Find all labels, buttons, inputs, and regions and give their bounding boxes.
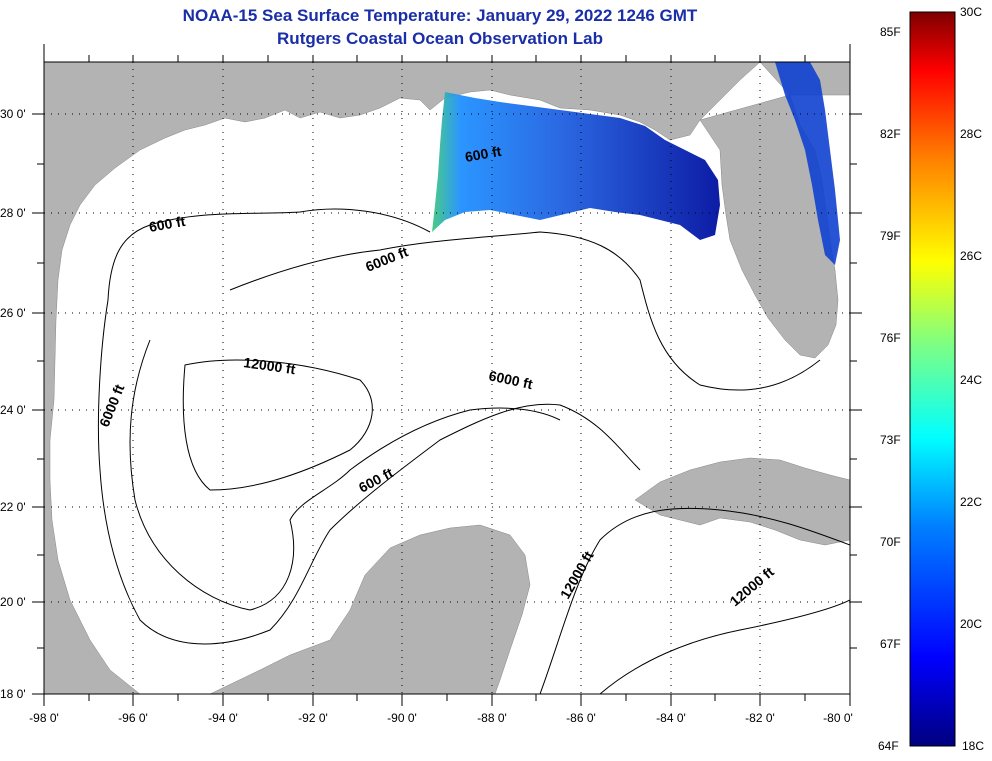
colorbar-f-label: 64F	[878, 739, 899, 753]
lat-label: 26 0'	[0, 306, 26, 320]
map-subtitle: Rutgers Coastal Ocean Observation Lab	[277, 29, 603, 48]
lon-label: -96 0'	[118, 711, 148, 725]
colorbar-f-label: 82F	[880, 127, 901, 141]
colorbar-c-label: 24C	[960, 373, 982, 387]
colorbar-c-label: 28C	[960, 127, 982, 141]
map-title: NOAA-15 Sea Surface Temperature: January…	[182, 6, 698, 25]
colorbar-c-label: 18C	[962, 739, 984, 753]
contour-6000ft	[229, 231, 821, 391]
contour-caribbean-2	[599, 599, 850, 694]
lat-label: 30 0'	[0, 107, 26, 121]
lon-label: -86 0'	[566, 711, 596, 725]
sst-swath-east	[775, 62, 840, 265]
axis-ticks	[32, 44, 862, 706]
colorbar-f-label: 67F	[880, 637, 901, 651]
colorbar-f-label: 85F	[880, 25, 901, 39]
colorbar-f-label: 73F	[880, 433, 901, 447]
contour-caribbean	[539, 507, 850, 694]
colorbar-c-label: 20C	[960, 617, 982, 631]
lon-label: -94 0'	[208, 711, 238, 725]
lon-label: -80 0'	[823, 711, 853, 725]
sst-swath	[432, 92, 720, 240]
colorbar-f-label: 79F	[880, 229, 901, 243]
contour-600ft	[97, 208, 641, 645]
latitude-labels: 30 0' 28 0' 26 0' 24 0' 22 0' 20 0' 18 0…	[0, 107, 26, 701]
lat-label: 18 0'	[0, 687, 26, 701]
contour-label-600-swath: 600 ft	[464, 143, 503, 165]
land-yucatan	[209, 524, 531, 694]
land-cuba	[634, 457, 850, 546]
colorbar-c-label: 22C	[960, 495, 982, 509]
colorbar-f-label: 70F	[880, 535, 901, 549]
lon-label: -98 0'	[29, 711, 59, 725]
lon-label: -84 0'	[656, 711, 686, 725]
lat-label: 20 0'	[0, 595, 26, 609]
colorbar-gradient	[909, 11, 956, 747]
colorbar-c-label: 26C	[960, 249, 982, 263]
longitude-labels: -98 0' -96 0' -94 0' -92 0' -90 0' -88 0…	[29, 711, 853, 725]
contour-12000ft	[182, 359, 373, 491]
lat-label: 24 0'	[0, 403, 26, 417]
lon-label: -90 0'	[387, 711, 417, 725]
lat-label: 22 0'	[0, 500, 26, 514]
graticule	[44, 62, 850, 694]
lon-label: -92 0'	[298, 711, 328, 725]
colorbar-f-label: 76F	[880, 331, 901, 345]
contour-label-600-north: 600 ft	[148, 213, 187, 235]
colorbar: 85F 82F 79F 76F 73F 70F 67F 64F 30C 28C …	[878, 5, 984, 753]
lon-label: -88 0'	[477, 711, 507, 725]
land-us-gulf-coast	[44, 62, 850, 694]
lat-label: 28 0'	[0, 206, 26, 220]
bathymetry-contours	[97, 208, 850, 694]
contour-label-12000-west: 12000 ft	[243, 354, 297, 377]
colorbar-c-label: 30C	[960, 5, 982, 19]
contour-6000ft-west	[129, 339, 561, 611]
lon-label: -82 0'	[745, 711, 775, 725]
